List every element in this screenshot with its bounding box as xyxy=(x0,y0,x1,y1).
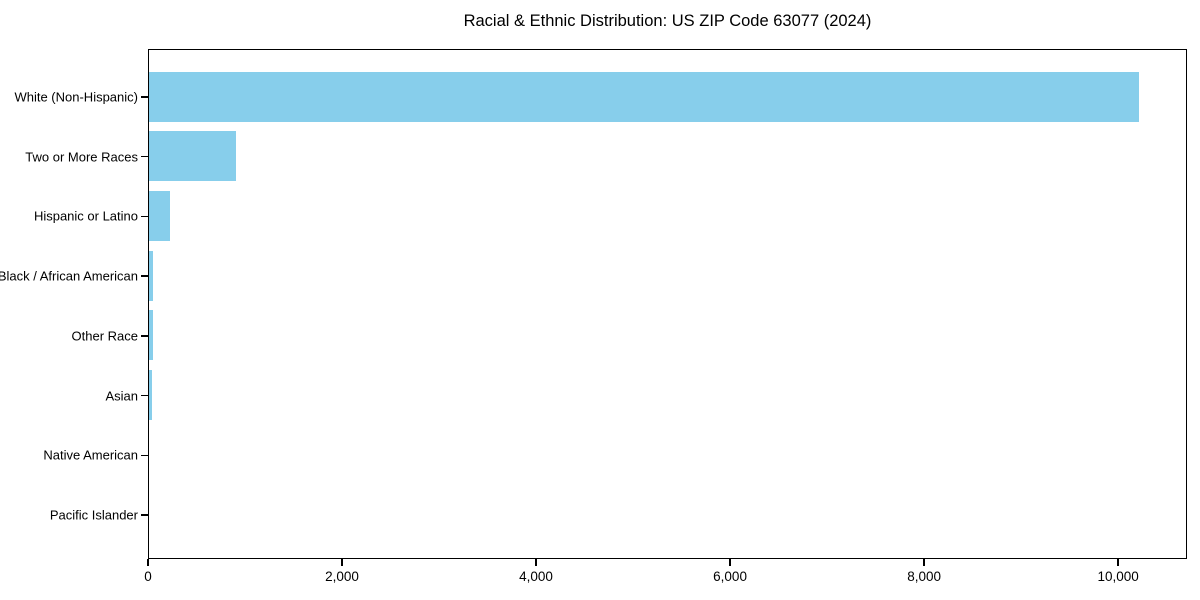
plot-area xyxy=(148,49,1187,559)
bar-white-non-hispanic xyxy=(149,71,1139,122)
y-tick-label: Asian xyxy=(105,388,138,404)
bar-black-african-american xyxy=(149,250,154,301)
y-axis-tick xyxy=(141,215,148,218)
y-axis-tick xyxy=(141,394,148,397)
bar-two-or-more-races xyxy=(149,131,236,182)
x-tick-label: 2,000 xyxy=(325,569,359,584)
y-tick-label: Black / African American xyxy=(0,268,138,284)
x-tick-label: 6,000 xyxy=(713,569,747,584)
chart-title: Racial & Ethnic Distribution: US ZIP Cod… xyxy=(463,12,872,30)
x-axis-tick xyxy=(535,559,537,566)
x-tick-label: 10,000 xyxy=(1097,569,1139,584)
x-axis-tick xyxy=(1117,559,1119,566)
bar-other-race xyxy=(149,310,153,361)
x-tick-label: 4,000 xyxy=(519,569,553,584)
y-axis-tick xyxy=(141,96,148,98)
x-axis-tick xyxy=(729,559,731,566)
y-axis-tick xyxy=(141,155,148,158)
y-tick-label: Hispanic or Latino xyxy=(33,208,138,224)
y-axis-tick xyxy=(141,454,148,456)
x-tick-label: 8,000 xyxy=(907,569,941,584)
x-axis-tick xyxy=(341,559,343,566)
y-tick-label: Two or More Races xyxy=(25,149,138,165)
y-axis-tick xyxy=(141,335,148,337)
y-axis-tick xyxy=(141,275,148,277)
y-tick-label: Other Race xyxy=(71,328,138,344)
y-tick-label: Native American xyxy=(43,447,138,463)
y-tick-label: Pacific Islander xyxy=(49,507,138,523)
x-axis-tick xyxy=(147,559,149,566)
x-tick-label: 0 xyxy=(144,569,152,584)
y-tick-label: White (Non-Hispanic) xyxy=(14,89,138,105)
bar-hispanic-or-latino xyxy=(149,190,170,241)
x-axis-tick xyxy=(923,559,925,566)
y-axis-tick xyxy=(141,514,148,516)
bar-asian xyxy=(149,370,152,421)
